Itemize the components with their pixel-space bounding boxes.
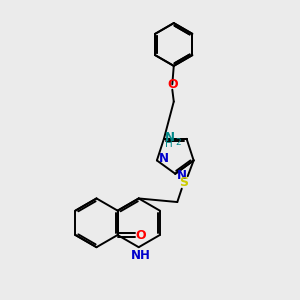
- Text: NH: NH: [131, 249, 151, 262]
- Text: O: O: [135, 229, 146, 242]
- Text: N: N: [165, 131, 175, 144]
- Text: N: N: [177, 169, 187, 182]
- Text: O: O: [167, 78, 178, 91]
- Text: N: N: [158, 152, 168, 165]
- Text: 2: 2: [176, 138, 182, 147]
- Text: S: S: [179, 176, 188, 189]
- Text: H: H: [165, 139, 173, 149]
